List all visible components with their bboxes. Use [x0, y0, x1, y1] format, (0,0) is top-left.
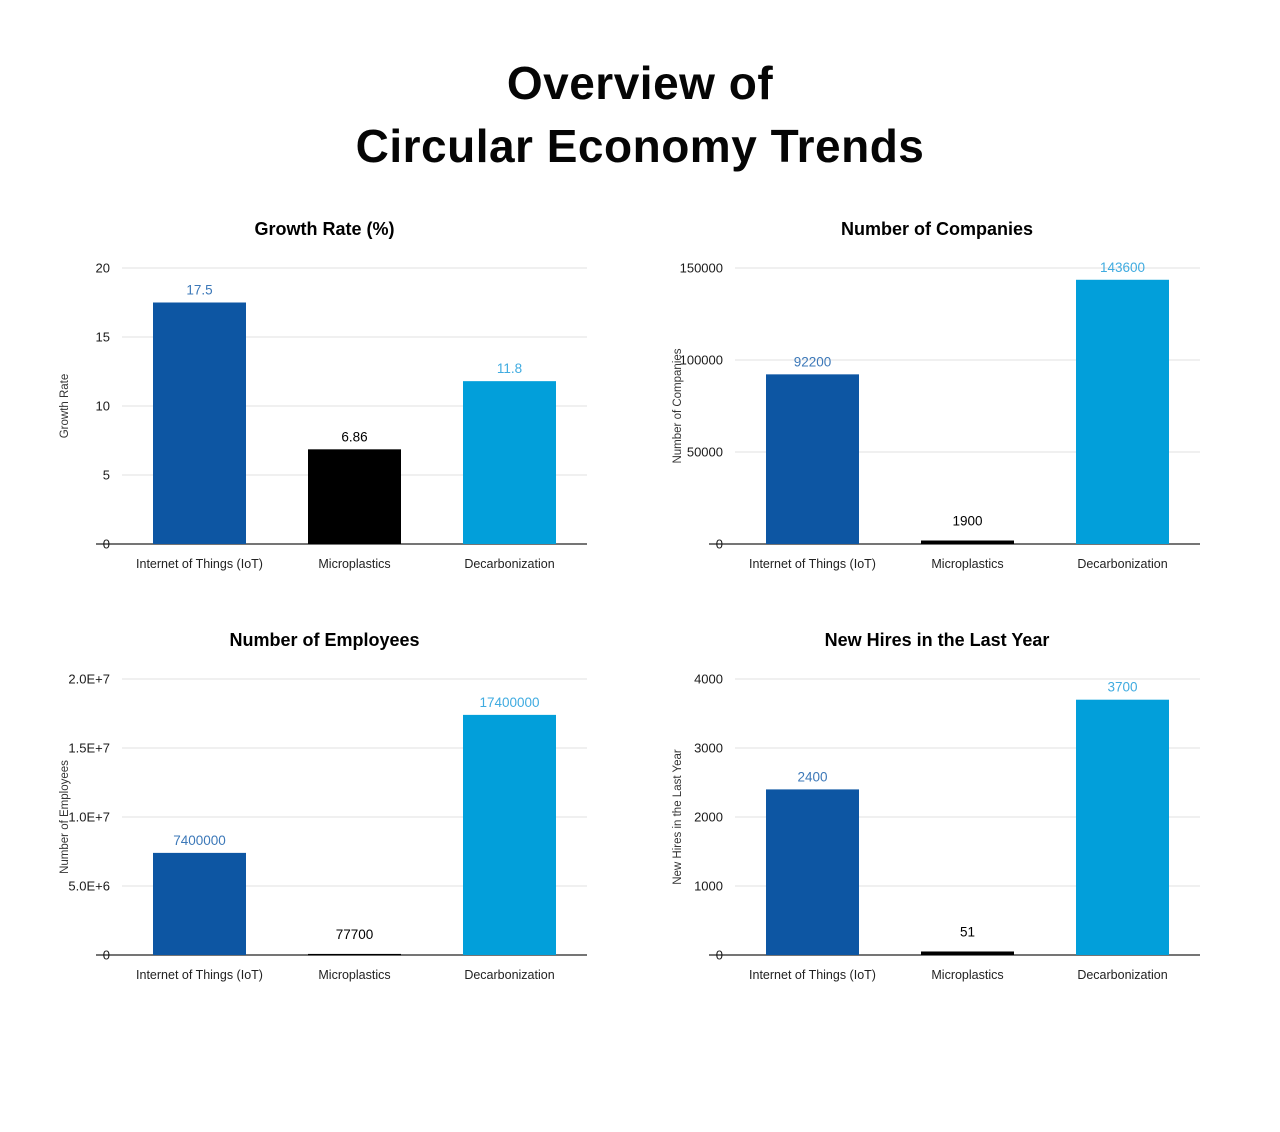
- x-category-label-microplastics: Microplastics: [318, 557, 390, 571]
- value-label-microplastics: 51: [959, 924, 974, 939]
- y-tick-label: 1.0E+7: [68, 809, 110, 824]
- x-category-label-internet-of-things-iot: Internet of Things (IoT): [136, 968, 263, 982]
- y-tick-label: 100000: [679, 352, 722, 367]
- value-label-decarbonization: 11.8: [497, 361, 522, 376]
- bar-chart-plot-growth-rate: 0 5 10 15 20 17.5 Internet of Things (IoT) 6.86…: [59, 260, 587, 571]
- y-tick-label: 10: [96, 398, 110, 413]
- y-tick-label: 3000: [694, 740, 723, 755]
- value-label-internet-of-things-iot: 2400: [797, 769, 827, 784]
- y-tick-label: 0: [715, 536, 722, 551]
- y-tick-label: 2000: [694, 809, 723, 824]
- x-category-label-decarbonization: Decarbonization: [464, 968, 554, 982]
- y-tick-label: 0: [715, 947, 722, 962]
- bar-internet-of-things-iot: [153, 302, 246, 544]
- x-category-label-internet-of-things-iot: Internet of Things (IoT): [749, 557, 876, 571]
- x-category-label-microplastics: Microplastics: [931, 557, 1003, 571]
- y-axis-title: Number of Employees: [59, 760, 71, 874]
- bar-chart-plot-number-of-employees: 0 5.0E+6 1.0E+7 1.5E+7 2.0E+7 7400000 Internet…: [59, 671, 587, 982]
- y-tick-label: 5.0E+6: [68, 878, 110, 893]
- y-tick-label: 0: [103, 947, 110, 962]
- bar-microplastics: [308, 449, 401, 544]
- chart-number-of-employees: Number of Employees 0 5.0E+6 1.0E+7 1.5E+7 2…: [22, 630, 627, 1007]
- value-label-microplastics: 77700: [336, 927, 374, 942]
- bar-microplastics: [920, 540, 1014, 544]
- chart-title-growth-rate: Growth Rate (%): [254, 218, 395, 239]
- value-label-microplastics: 1900: [952, 513, 982, 528]
- y-tick-label: 2.0E+7: [68, 671, 110, 686]
- page-title-line2: Circular Economy Trends: [355, 120, 925, 173]
- x-category-label-decarbonization: Decarbonization: [1077, 557, 1167, 571]
- bar-internet-of-things-iot: [153, 852, 246, 955]
- y-tick-label: 0: [103, 536, 110, 551]
- bar-decarbonization: [463, 714, 556, 955]
- y-axis-title: Number of Companies: [672, 348, 684, 463]
- bar-microplastics: [920, 951, 1014, 955]
- value-label-decarbonization: 17400000: [479, 695, 539, 710]
- value-label-internet-of-things-iot: 92200: [793, 354, 831, 369]
- y-axis-title: New Hires in the Last Year: [672, 749, 684, 885]
- value-label-internet-of-things-iot: 17.5: [186, 282, 212, 297]
- y-tick-label: 4000: [694, 671, 723, 686]
- x-category-label-microplastics: Microplastics: [931, 968, 1003, 982]
- value-label-decarbonization: 143600: [1099, 260, 1144, 275]
- value-label-microplastics: 6.86: [341, 429, 367, 444]
- x-category-label-internet-of-things-iot: Internet of Things (IoT): [749, 968, 876, 982]
- chart-title-number-of-companies: Number of Companies: [840, 218, 1034, 239]
- x-category-label-decarbonization: Decarbonization: [464, 557, 554, 571]
- chart-title-number-of-employees: Number of Employees: [229, 629, 420, 650]
- bar-decarbonization: [1075, 279, 1169, 544]
- y-tick-label: 150000: [679, 260, 722, 275]
- y-tick-label: 5: [103, 467, 110, 482]
- bar-internet-of-things-iot: [765, 789, 859, 955]
- value-label-decarbonization: 3700: [1107, 680, 1137, 695]
- x-category-label-microplastics: Microplastics: [318, 968, 390, 982]
- page: Overview of Circular Economy Trends Grow…: [0, 52, 1280, 1007]
- bar-decarbonization: [1075, 699, 1169, 955]
- bar-decarbonization: [463, 381, 556, 544]
- bar-chart-plot-number-of-companies: 0 50000 100000 150000 92200 Internet of Thing…: [672, 260, 1200, 571]
- chart-growth-rate: Growth Rate (%) 0 5 10 15 20 17.5 Internet of …: [22, 219, 627, 596]
- bar-internet-of-things-iot: [765, 374, 859, 544]
- y-tick-label: 50000: [686, 444, 722, 459]
- y-tick-label: 1.5E+7: [68, 740, 110, 755]
- y-tick-label: 1000: [694, 878, 723, 893]
- page-title-line1: Overview of: [506, 57, 774, 109]
- value-label-internet-of-things-iot: 7400000: [173, 833, 226, 848]
- y-tick-label: 20: [96, 260, 110, 275]
- bar-chart-plot-new-hires: 0 1000 2000 3000 4000 2400 Internet of Things …: [672, 671, 1200, 982]
- charts-grid: Growth Rate (%) 0 5 10 15 20 17.5 Internet of …: [0, 219, 1280, 1007]
- page-title: Overview of Circular Economy Trends: [0, 52, 1280, 179]
- chart-number-of-companies: Number of Companies 0 50000 100000 150000 92…: [627, 219, 1247, 596]
- y-tick-label: 15: [96, 329, 110, 344]
- x-category-label-internet-of-things-iot: Internet of Things (IoT): [136, 557, 263, 571]
- chart-new-hires: New Hires in the Last Year 0 1000 2000 3000…: [627, 630, 1247, 1007]
- y-axis-title: Growth Rate: [59, 374, 71, 439]
- x-category-label-decarbonization: Decarbonization: [1077, 968, 1167, 982]
- bar-microplastics: [308, 953, 401, 956]
- chart-title-new-hires: New Hires in the Last Year: [824, 629, 1050, 650]
